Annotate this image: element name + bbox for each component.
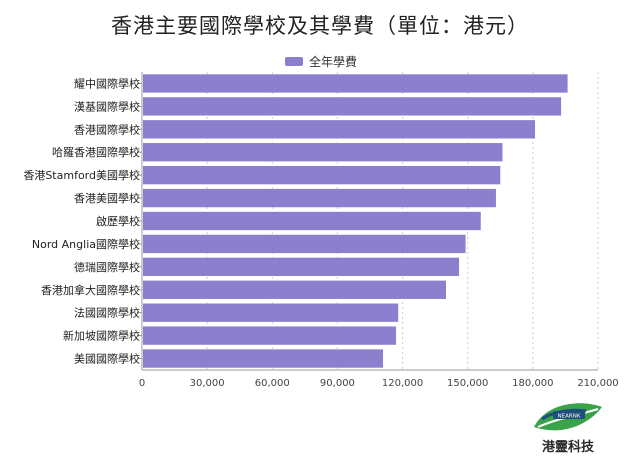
bar[interactable] xyxy=(143,349,384,368)
category-label: 漢基國際學校 xyxy=(74,99,140,113)
category-label: 新加坡國際學校 xyxy=(63,329,140,343)
category-label: 德瑞國際學校 xyxy=(74,260,140,274)
bars xyxy=(143,74,568,368)
bar[interactable] xyxy=(143,188,496,208)
x-tick-label: 150,000 xyxy=(447,378,488,389)
x-tick-label: 90,000 xyxy=(320,378,355,389)
bar[interactable] xyxy=(143,143,503,162)
bar[interactable] xyxy=(143,280,446,299)
bar[interactable] xyxy=(143,303,399,322)
category-label: 法國國際學校 xyxy=(74,306,140,320)
legend[interactable]: 全年學費 xyxy=(285,54,358,69)
category-label: 啟歷學校 xyxy=(96,214,140,228)
category-label: 香港國際學校 xyxy=(74,122,140,136)
x-tick-label: 60,000 xyxy=(255,378,290,389)
category-label: 香港Stamford美國學校 xyxy=(23,168,140,182)
category-label: 哈羅香港國際學校 xyxy=(52,145,140,159)
category-label: 耀中國際學校 xyxy=(74,76,140,90)
axes xyxy=(138,72,598,371)
chart-title: 香港主要國際學校及其學費（單位：港元） xyxy=(111,14,529,38)
bar[interactable] xyxy=(143,257,460,277)
category-label: 香港美國學校 xyxy=(74,191,140,205)
legend-label: 全年學費 xyxy=(309,54,358,69)
x-tick-label: 210,000 xyxy=(577,378,618,389)
x-tick-labels: 0 30,000 60,000 90,000 120,000 150,000 180,000… xyxy=(139,378,619,389)
bar[interactable] xyxy=(143,97,562,116)
category-label: 香港加拿大國際學校 xyxy=(41,283,140,297)
x-tick-label: 30,000 xyxy=(190,378,225,389)
bar[interactable] xyxy=(143,211,481,231)
x-tick-label: 180,000 xyxy=(512,378,553,389)
category-labels: 耀中國際學校漢基國際學校香港國際學校哈羅香港國際學校香港Stamford美國學校… xyxy=(23,76,140,365)
x-tick-label: 0 xyxy=(139,378,145,389)
category-label: Nord Anglia國際學校 xyxy=(32,237,140,251)
bar[interactable] xyxy=(143,234,466,254)
category-label: 美國國際學校 xyxy=(74,352,140,366)
x-tick-label: 120,000 xyxy=(382,378,423,389)
bar[interactable] xyxy=(143,165,501,185)
bar[interactable] xyxy=(143,120,536,139)
bar[interactable] xyxy=(143,326,397,345)
logo-badge-text: NEARNK xyxy=(558,414,581,420)
logo-text: 港靈科技 xyxy=(541,440,594,455)
bar[interactable] xyxy=(143,74,568,93)
legend-swatch xyxy=(285,56,303,66)
company-logo: NEARNK xyxy=(534,403,602,431)
